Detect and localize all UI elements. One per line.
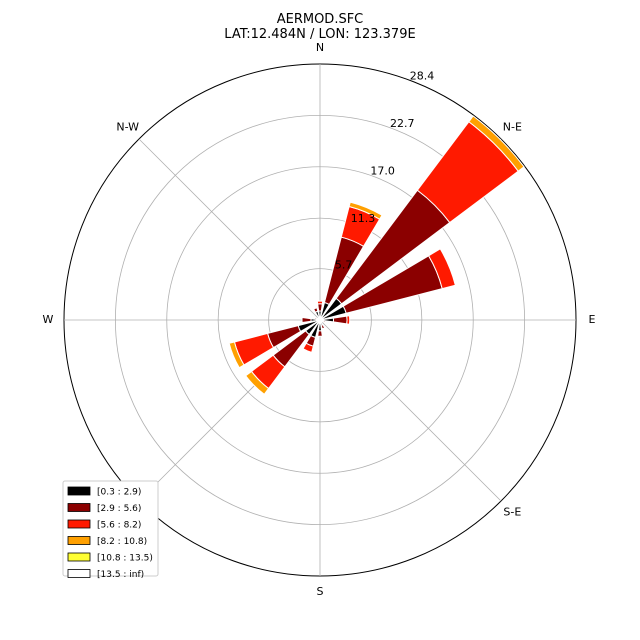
polar-grid: [63, 63, 577, 577]
legend: [0.3 : 2.9) [2.9 : 5.6) [5.6 : 8.2) [8.2 : …: [62, 480, 159, 580]
bar-segment: [427, 248, 456, 290]
radial-tick-label: 28.4: [410, 69, 435, 82]
sector-157.5: [319, 319, 326, 330]
sector-67.5: [319, 248, 456, 321]
direction-label: N: [316, 41, 324, 54]
grid-spoke: [138, 138, 321, 321]
chart-subtitle: LAT:12.484N / LON: 123.379E: [224, 27, 415, 42]
bar-segment: [320, 323, 326, 330]
legend-swatch: [67, 519, 91, 529]
legend-entry: [13.5 : inf): [97, 570, 144, 580]
sector-270: [301, 316, 321, 324]
sector-22.5: [319, 201, 383, 321]
wind-bars: [228, 115, 525, 395]
bar-segment: [245, 370, 270, 395]
chart-title: AERMOD.SFC: [277, 12, 364, 27]
sector-247.5: [228, 319, 321, 369]
bar-segment: [316, 300, 324, 305]
bar-segment: [348, 201, 383, 220]
bar-segment: [468, 115, 525, 172]
legend-entry: [2.9 : 5.6): [97, 504, 141, 514]
bar-segment: [317, 303, 323, 312]
direction-label: S: [317, 585, 324, 598]
sector-180: [317, 319, 323, 337]
grid-spoke: [319, 319, 502, 502]
bar-segment: [346, 315, 351, 325]
sector-45: [319, 115, 525, 321]
bar-segment: [314, 316, 318, 320]
radial-tick-labels: 5.7 11.3 17.0 22.7 28.4: [335, 69, 434, 271]
legend-swatch: [67, 552, 91, 562]
legend-entry: [5.6 : 8.2): [97, 521, 141, 531]
radial-tick-label: 22.7: [390, 117, 415, 130]
direction-label: N-E: [503, 121, 522, 134]
legend-entry: [8.2 : 10.8): [97, 537, 147, 547]
radial-tick-label: 17.0: [370, 164, 395, 177]
legend-entry: [10.8 : 13.5): [97, 554, 153, 564]
bar-segment: [322, 320, 326, 324]
radial-tick-label: 11.3: [351, 212, 376, 225]
bar-segment: [228, 341, 245, 369]
direction-label: N-W: [116, 121, 139, 134]
bar-segment: [301, 316, 312, 324]
legend-entry: [0.3 : 2.9): [97, 488, 141, 498]
bar-segment: [302, 342, 314, 353]
legend-swatch: [67, 536, 91, 545]
radial-tick-label: 5.7: [335, 259, 353, 272]
sector-90: [319, 315, 351, 325]
sector-225: [245, 319, 321, 395]
direction-label: W: [43, 313, 54, 326]
legend-swatch: [67, 503, 91, 512]
bar-segment: [332, 315, 348, 325]
sector-337.5: [312, 306, 321, 321]
bar-segment: [312, 306, 318, 310]
direction-label: E: [589, 313, 596, 326]
bar-segment: [317, 330, 323, 337]
legend-swatch: [67, 569, 91, 578]
sector-202.5: [302, 319, 321, 353]
legend-swatch: [67, 486, 91, 496]
direction-label: S-E: [503, 505, 521, 518]
sector-0: [316, 300, 324, 321]
